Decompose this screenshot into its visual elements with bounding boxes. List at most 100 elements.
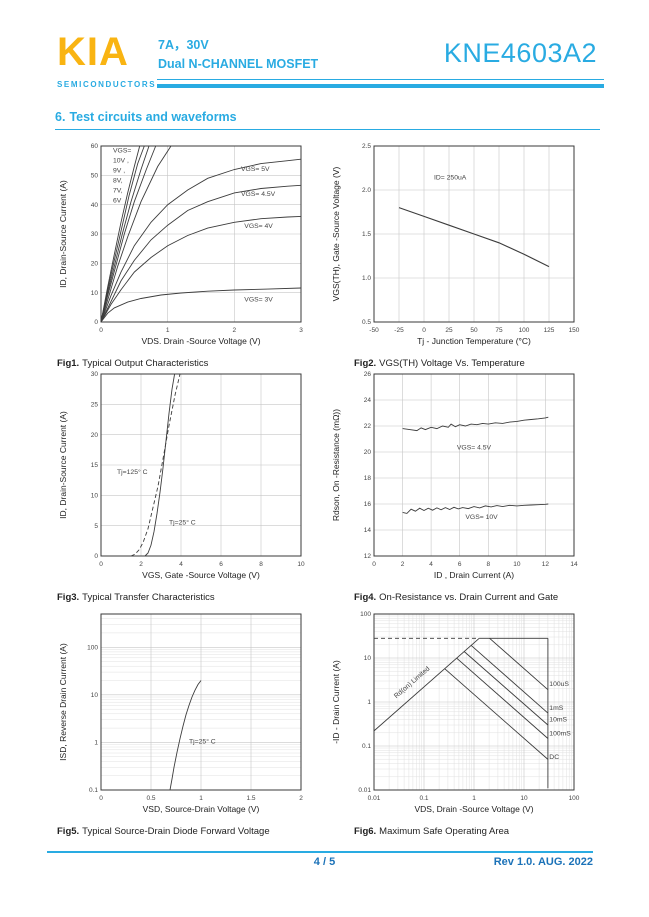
svg-text:VGS, Gate -Source Voltage (V): VGS, Gate -Source Voltage (V) [142,570,260,580]
svg-text:50: 50 [470,327,478,334]
svg-text:10: 10 [364,655,372,662]
svg-text:60: 60 [91,143,99,150]
svg-text:VGS= 3V: VGS= 3V [244,297,273,304]
spec-rating: 7A，30V [158,38,209,52]
spec-type: Dual N-CHANNEL MOSFET [158,57,319,72]
svg-text:0: 0 [99,327,103,334]
part-number: KNE4603A2 [443,38,597,68]
svg-text:22: 22 [364,423,372,430]
svg-text:30: 30 [91,231,99,238]
footer-rule [47,851,593,853]
revision-label: Rev 1.0. AUG. 2022 [493,856,593,868]
fig1-caption-text: Typical Output Characteristics [82,358,209,369]
svg-text:14: 14 [364,527,372,534]
svg-text:0.1: 0.1 [419,795,428,802]
svg-text:VGS(TH), Gate -Source Voltage: VGS(TH), Gate -Source Voltage (V) [331,167,341,302]
figure-fig6: 0.01 0.1 1 10 100 0.01 0.1 1 10 100 VDS, Drain -So… [328,608,600,837]
svg-text:0: 0 [422,327,426,334]
svg-text:0: 0 [94,553,98,560]
svg-text:100uS: 100uS [549,681,569,688]
svg-text:VGS= 4.5V: VGS= 4.5V [241,191,276,198]
svg-text:Tj=25° C: Tj=25° C [169,519,196,527]
svg-text:0.1: 0.1 [89,787,98,794]
figure-fig4: 0 2 4 6 8 10 12 14 12 14 16 18 20 22 24 26 ID , Drain Cu… [328,368,600,603]
svg-text:1: 1 [166,327,170,334]
fig3-caption: Fig3. Typical Transfer Characteristics [57,592,327,603]
svg-text:VDS. Drain -Source Voltage (V): VDS. Drain -Source Voltage (V) [141,336,260,346]
figure-fig1: 0 1 2 3 0 10 20 30 40 50 60 VDS. Drain -Source Volt… [55,140,327,369]
svg-text:0: 0 [99,561,103,568]
svg-text:9V ,: 9V , [113,167,125,174]
svg-text:7V,: 7V, [113,187,123,194]
section-title: Test circuits and waveforms [69,110,237,124]
figure-fig3: 0 2 4 6 8 10 0 5 10 15 20 25 30 VGS, Gate -Source Vol… [55,368,327,603]
svg-text:DC: DC [549,754,559,761]
svg-text:-ID - Drain Current (A): -ID - Drain Current (A) [331,660,341,744]
svg-text:Tj=125° C: Tj=125° C [117,468,148,476]
svg-text:100: 100 [519,327,530,334]
svg-text:20: 20 [91,261,99,268]
svg-text:15: 15 [91,462,99,469]
svg-text:12: 12 [542,561,550,568]
svg-text:Rdson, On -Resistance (mΩ)): Rdson, On -Resistance (mΩ)) [331,409,341,521]
svg-text:10: 10 [91,290,99,297]
svg-text:26: 26 [364,371,372,378]
svg-text:0: 0 [99,795,103,802]
svg-text:100: 100 [360,611,371,618]
svg-text:100: 100 [87,645,98,652]
svg-text:4: 4 [179,561,183,568]
svg-text:6: 6 [219,561,223,568]
page-number: 4 / 5 [313,856,336,868]
fig3-transfer-characteristics-chart: 0 2 4 6 8 10 0 5 10 15 20 25 30 VGS, Gate -Source Vol… [58,371,305,580]
svg-text:VSD, Source-Drain Voltage (V): VSD, Source-Drain Voltage (V) [143,804,260,814]
svg-text:1mS: 1mS [549,705,563,712]
fig1-caption: Fig1. Typical Output Characteristics [57,358,327,369]
svg-text:20: 20 [364,449,372,456]
svg-text:10: 10 [91,692,99,699]
svg-text:0.5: 0.5 [362,319,371,326]
svg-text:1.5: 1.5 [362,231,371,238]
svg-text:VGS= 10V: VGS= 10V [465,514,498,521]
svg-text:125: 125 [544,327,555,334]
svg-text:5: 5 [94,523,98,530]
section-heading: 6. Test circuits and waveforms [55,110,600,130]
figure-fig2: -50 -25 0 25 50 75 100 125 150 0.5 1.0 1.5 2.0 2.5 Tj … [328,140,600,369]
svg-text:12: 12 [364,553,372,560]
svg-text:10: 10 [513,561,521,568]
device-spec: 7A，30V Dual N-CHANNEL MOSFET [158,36,318,75]
svg-text:Tj=25° C: Tj=25° C [189,738,216,746]
svg-text:0: 0 [94,319,98,326]
svg-text:1: 1 [367,699,371,706]
svg-text:150: 150 [569,327,580,334]
fig2-caption: Fig2. VGS(TH) Voltage Vs. Temperature [354,358,600,369]
svg-text:40: 40 [91,202,99,209]
svg-text:0.01: 0.01 [358,787,371,794]
fig5-caption: Fig5. Typical Source-Drain Diode Forward … [57,826,327,837]
svg-text:ID, Drain-Source Current (A): ID, Drain-Source Current (A) [58,411,68,519]
svg-text:2: 2 [299,795,303,802]
svg-text:6: 6 [458,561,462,568]
svg-text:2.5: 2.5 [362,143,371,150]
svg-text:6V: 6V [113,197,122,204]
fig2-caption-label: Fig2. [354,358,377,369]
svg-text:75: 75 [495,327,503,334]
svg-text:Tj - Junction Temperature (°C): Tj - Junction Temperature (°C) [417,336,531,346]
svg-text:10: 10 [91,493,99,500]
svg-text:0.01: 0.01 [368,795,381,802]
svg-text:20: 20 [91,432,99,439]
svg-text:0.1: 0.1 [362,743,371,750]
fig1-caption-label: Fig1. [57,358,80,369]
fig4-caption-label: Fig4. [354,592,377,603]
fig5-caption-label: Fig5. [57,826,80,837]
svg-text:VGS=: VGS= [113,148,131,155]
section-number: 6. [55,110,66,124]
svg-text:1.0: 1.0 [362,275,371,282]
fig6-caption-label: Fig6. [354,826,377,837]
svg-text:18: 18 [364,475,372,482]
svg-text:24: 24 [364,397,372,404]
fig6-safe-operating-area-chart: 0.01 0.1 1 10 100 0.01 0.1 1 10 100 VDS, Drain -So… [331,611,580,814]
figure-fig5: 0 0.5 1 1.5 2 0.1 1 10 100 VSD, Source-Drain Volt… [55,608,327,837]
